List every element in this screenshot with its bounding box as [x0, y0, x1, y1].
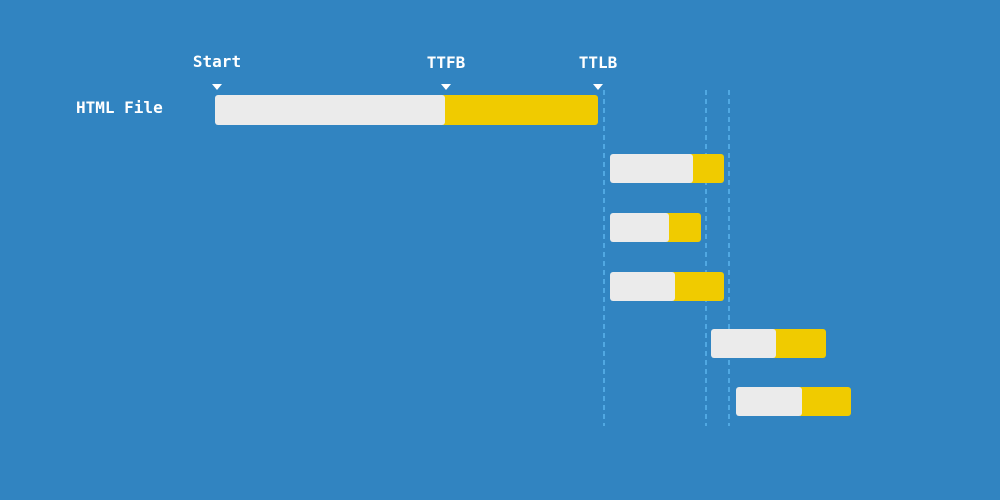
resource-bar [610, 272, 724, 301]
wait-segment [215, 95, 445, 125]
wait-segment [736, 387, 802, 416]
marker-label: Start [193, 52, 241, 71]
download-segment [797, 387, 851, 416]
download-segment [440, 95, 598, 125]
wait-segment [610, 154, 693, 183]
download-segment [445, 95, 455, 125]
row-label: HTML File [76, 98, 163, 117]
wait-segment [711, 329, 776, 358]
wait-segment [610, 213, 669, 242]
download-segment [688, 154, 724, 183]
marker-label: TTFB [427, 53, 466, 72]
marker-arrow [212, 84, 222, 90]
resource-bar [610, 154, 724, 183]
resource-bar [711, 329, 826, 358]
marker-label: TTLB [579, 53, 618, 72]
marker-arrow [441, 84, 451, 90]
marker-arrow [593, 84, 603, 90]
html-bar [215, 95, 598, 125]
resource-bar [610, 213, 701, 242]
resource-bar [736, 387, 851, 416]
download-segment [664, 213, 701, 242]
download-segment [670, 272, 724, 301]
download-segment [771, 329, 826, 358]
wait-segment [610, 272, 675, 301]
